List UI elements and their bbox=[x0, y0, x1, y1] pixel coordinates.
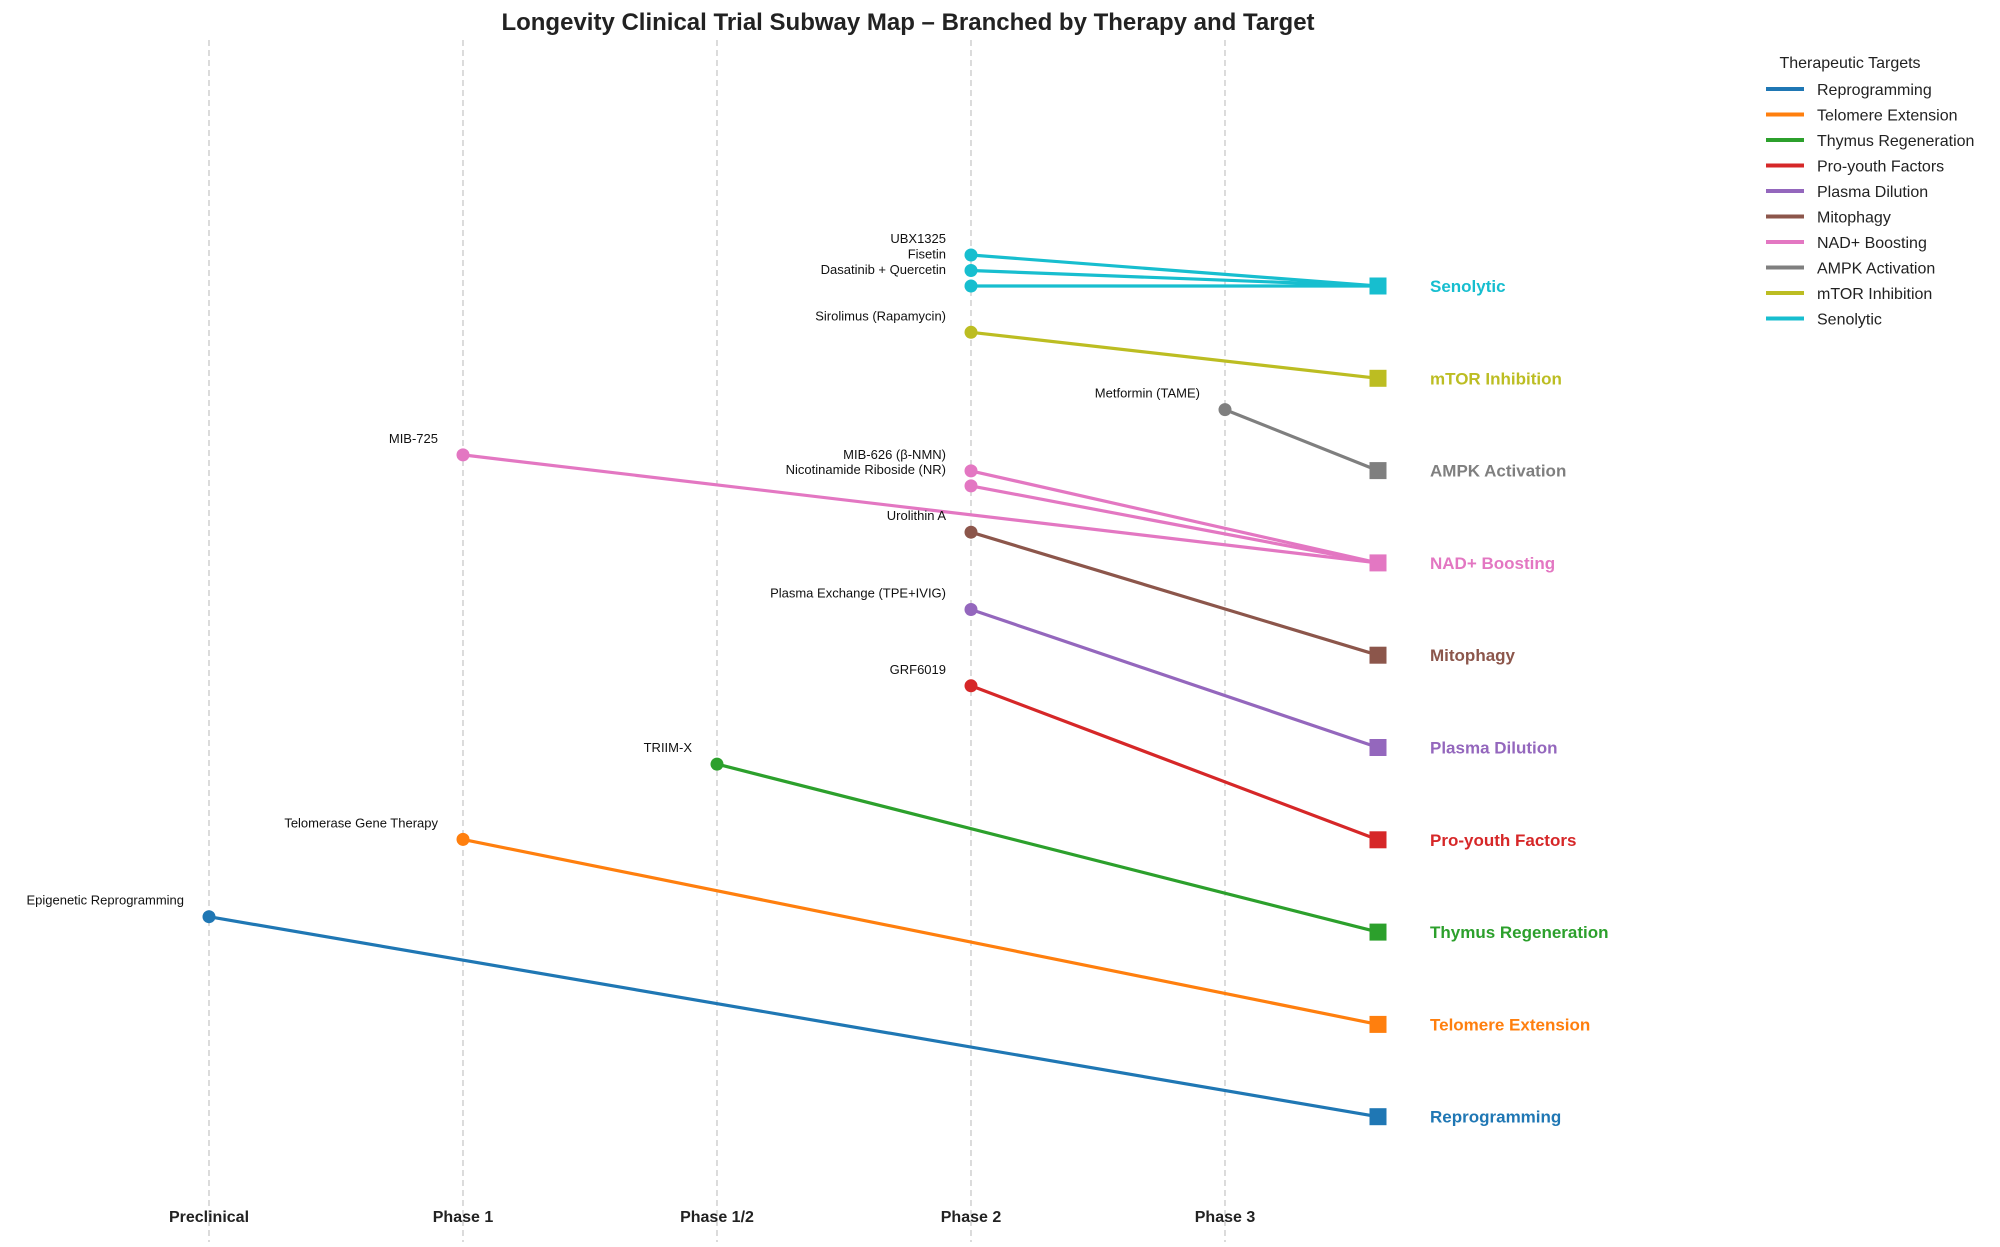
legend-entry-thymus-regeneration: Thymus Regeneration bbox=[1817, 133, 1974, 150]
station-telomerase-gene-therapy bbox=[456, 832, 470, 846]
x-tick-preclinical: Preclinical bbox=[169, 1209, 249, 1226]
terminal-label-reprogramming: Reprogramming bbox=[1430, 1108, 1561, 1127]
line-nicotinamide-riboside-nr bbox=[969, 484, 1380, 565]
legend-entry-pro-youth-factors: Pro-youth Factors bbox=[1817, 159, 1944, 176]
line-metformin-tame bbox=[1223, 408, 1380, 473]
line-grf6019 bbox=[969, 684, 1380, 842]
legend-entry-ampk-activation: AMPK Activation bbox=[1817, 261, 1935, 278]
phase-grid bbox=[208, 40, 1226, 1242]
station-triim-x bbox=[710, 757, 724, 771]
line-triim-x bbox=[715, 762, 1380, 934]
station-label-epigenetic-reprogramming: Epigenetic Reprogramming bbox=[26, 893, 184, 908]
station-label-telomerase-gene-therapy: Telomerase Gene Therapy bbox=[284, 815, 438, 830]
chart-title: Longevity Clinical Trial Subway Map – Br… bbox=[501, 9, 1314, 36]
terminal-label-ampk-activation: AMPK Activation bbox=[1430, 462, 1566, 481]
station-ubx1325 bbox=[964, 248, 978, 262]
station-epigenetic-reprogramming bbox=[202, 910, 216, 924]
line-epigenetic-reprogramming bbox=[207, 915, 1380, 1119]
x-tick-phase-1: Phase 1 bbox=[433, 1209, 494, 1226]
terminal-senolytic bbox=[1369, 277, 1387, 295]
station-label-fisetin: Fisetin bbox=[908, 247, 946, 262]
legend-entry-senolytic: Senolytic bbox=[1817, 312, 1882, 329]
legend-entry-reprogramming: Reprogramming bbox=[1817, 82, 1932, 99]
station-label-ubx1325: UBX1325 bbox=[890, 231, 946, 246]
station-label-urolithin-a: Urolithin A bbox=[887, 508, 947, 523]
terminal-ampk-activation bbox=[1369, 462, 1387, 480]
station-dasatinib-quercetin bbox=[964, 279, 978, 293]
therapy-stations: Epigenetic Reprogramming Telomerase Gene … bbox=[26, 231, 1232, 924]
line-mib-626-nmn bbox=[969, 469, 1380, 565]
phase-axis: Preclinical Phase 1 Phase 1/2 Phase 2 Phase … bbox=[169, 1209, 1255, 1226]
line-sirolimus-rapamycin bbox=[969, 330, 1380, 380]
line-mib-725 bbox=[461, 453, 1380, 565]
terminal-label-mtor-inhibition: mTOR Inhibition bbox=[1430, 369, 1562, 388]
line-fisetin bbox=[969, 268, 1380, 288]
station-mib-626-nmn bbox=[964, 464, 978, 478]
terminal-nad-boosting bbox=[1369, 554, 1387, 572]
legend-entry-plasma-dilution: Plasma Dilution bbox=[1817, 184, 1928, 201]
terminal-mitophagy bbox=[1369, 646, 1387, 664]
station-plasma-exchange-tpe-ivig bbox=[964, 603, 978, 616]
terminal-label-nad-boosting: NAD+ Boosting bbox=[1430, 554, 1555, 573]
target-terminals: Reprogramming Telomere Extension Thymus Re… bbox=[1369, 277, 1609, 1127]
station-sirolimus-rapamycin bbox=[964, 325, 978, 339]
station-label-mib-725: MIB-725 bbox=[389, 431, 438, 446]
station-fisetin bbox=[964, 264, 978, 277]
station-label-dasatinib-quercetin: Dasatinib + Quercetin bbox=[821, 262, 946, 277]
legend: Therapeutic Targets Reprogramming Telomer… bbox=[1766, 55, 1974, 329]
station-label-plasma-exchange-tpe-ivig: Plasma Exchange (TPE+IVIG) bbox=[770, 586, 946, 601]
terminal-label-telomere-extension: Telomere Extension bbox=[1430, 1015, 1590, 1034]
terminal-label-thymus-regeneration: Thymus Regeneration bbox=[1430, 923, 1609, 942]
terminal-pro-youth-factors bbox=[1369, 831, 1387, 849]
line-plasma-exchange-tpe-ivig bbox=[969, 607, 1380, 750]
terminal-reprogramming bbox=[1369, 1108, 1387, 1126]
line-urolithin-a bbox=[969, 530, 1380, 657]
terminal-thymus-regeneration bbox=[1369, 923, 1387, 941]
line-ubx1325 bbox=[969, 253, 1380, 288]
x-tick-phase-1-2: Phase 1/2 bbox=[680, 1209, 754, 1226]
legend-entry-telomere-extension: Telomere Extension bbox=[1817, 108, 1958, 125]
terminal-plasma-dilution bbox=[1369, 739, 1387, 756]
terminal-telomere-extension bbox=[1369, 1015, 1387, 1033]
line-telomerase-gene-therapy bbox=[461, 837, 1380, 1027]
station-label-nicotinamide-riboside-nr: Nicotinamide Riboside (NR) bbox=[786, 462, 946, 477]
station-label-metformin-tame: Metformin (TAME) bbox=[1095, 386, 1200, 401]
station-mib-725 bbox=[456, 448, 470, 462]
terminal-label-plasma-dilution: Plasma Dilution bbox=[1430, 739, 1558, 758]
legend-entry-mitophagy: Mitophagy bbox=[1817, 210, 1891, 227]
therapy-lines bbox=[207, 253, 1380, 1119]
legend-entry-mtor-inhibition: mTOR Inhibition bbox=[1817, 286, 1932, 303]
terminal-label-pro-youth-factors: Pro-youth Factors bbox=[1430, 831, 1576, 850]
station-grf6019 bbox=[964, 679, 978, 693]
station-metformin-tame bbox=[1218, 403, 1232, 417]
station-label-grf6019: GRF6019 bbox=[890, 662, 946, 677]
legend-entry-nad-boosting: NAD+ Boosting bbox=[1817, 235, 1927, 252]
station-urolithin-a bbox=[964, 525, 978, 539]
station-label-mib-626-nmn: MIB-626 (β-NMN) bbox=[843, 447, 946, 462]
terminal-mtor-inhibition bbox=[1369, 369, 1387, 387]
terminal-label-senolytic: Senolytic bbox=[1430, 277, 1506, 296]
station-label-sirolimus-rapamycin: Sirolimus (Rapamycin) bbox=[815, 308, 946, 323]
x-tick-phase-2: Phase 2 bbox=[941, 1209, 1002, 1226]
terminal-label-mitophagy: Mitophagy bbox=[1430, 646, 1516, 665]
station-nicotinamide-riboside-nr bbox=[964, 479, 978, 493]
station-label-triim-x: TRIIM-X bbox=[644, 740, 693, 755]
x-tick-phase-3: Phase 3 bbox=[1195, 1209, 1256, 1226]
legend-title: Therapeutic Targets bbox=[1779, 55, 1920, 72]
